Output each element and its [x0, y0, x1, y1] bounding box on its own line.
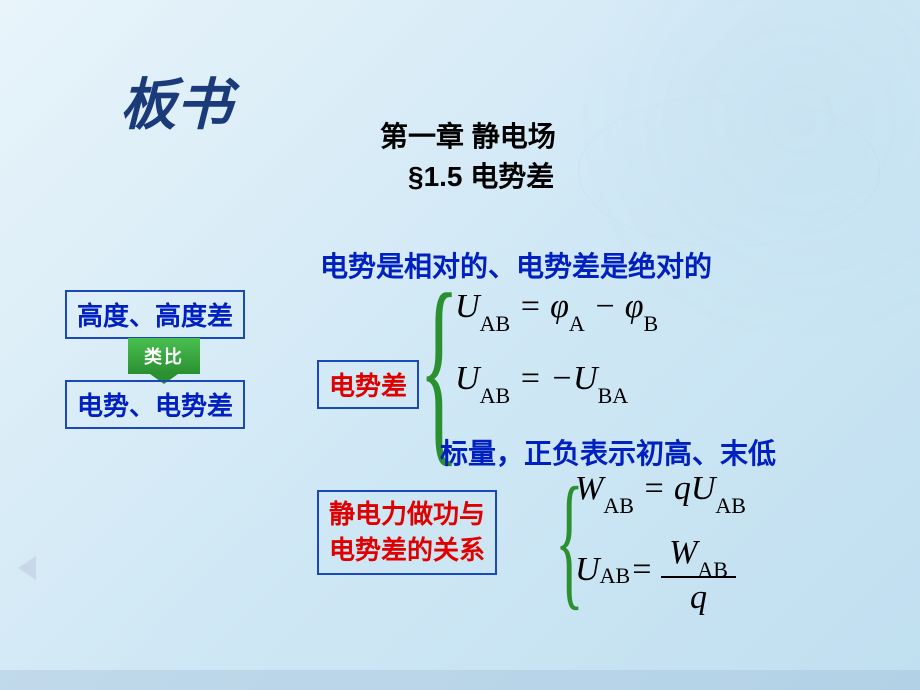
analogy-box-potential: 电势、电势差	[65, 380, 245, 429]
analogy-box-height: 高度、高度差	[65, 290, 245, 339]
bottom-strip	[0, 670, 920, 690]
statement-scalar-sign: 标量，正负表示初高、末低	[440, 432, 776, 472]
formula-work-equals-qu: WAB = qUAB	[575, 470, 746, 513]
section-heading: §1.5 电势差	[408, 155, 554, 195]
chapter-heading: 第一章 静电场	[380, 115, 556, 155]
background-texture	[520, 0, 920, 400]
formula-antisymmetry: UAB = −UBA	[455, 360, 628, 403]
slide-title: 板书	[120, 60, 232, 141]
statement-relative-absolute: 电势是相对的、电势差是绝对的	[320, 245, 712, 285]
prev-slide-icon[interactable]	[18, 556, 36, 580]
label-potential-difference: 电势差	[317, 360, 419, 409]
label-work-potential-relation: 静电力做功与 电势差的关系	[317, 490, 497, 575]
formula-definition: UAB = φA − φB	[455, 288, 658, 331]
formula-u-equals-w-over-q: UAB = WAB q	[575, 528, 736, 613]
brace-potential-diff: {	[419, 290, 459, 448]
label-line2: 电势差的关系	[329, 532, 485, 568]
analogy-label: 类比	[144, 343, 184, 369]
analogy-arrow-badge: 类比	[128, 338, 200, 374]
label-line1: 静电力做功与	[329, 496, 485, 532]
